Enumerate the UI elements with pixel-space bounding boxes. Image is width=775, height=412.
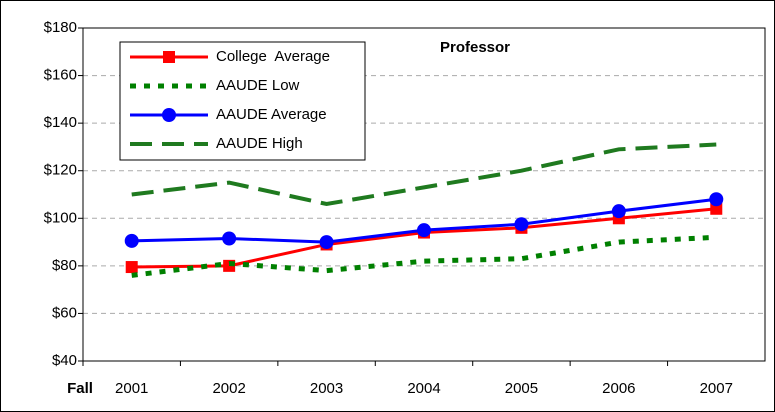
chart-title: Professor: [440, 39, 510, 56]
x-tick-label: 2001: [115, 380, 148, 397]
series-line: [131, 234, 717, 278]
y-tick-label: $160: [44, 67, 77, 84]
x-tick-label: 2006: [602, 380, 635, 397]
marker: [125, 261, 138, 274]
legend-marker: [162, 108, 176, 122]
legend-label: AAUDE Low: [216, 77, 300, 94]
legend-marker: [163, 51, 175, 63]
legend-label: AAUDE High: [216, 135, 303, 152]
marker: [709, 192, 724, 207]
x-tick-label: 2007: [700, 380, 733, 397]
x-tick-label: 2002: [212, 380, 245, 397]
marker: [710, 202, 723, 215]
marker: [222, 231, 237, 246]
legend-label: AAUDE Average: [216, 106, 327, 123]
y-tick-label: $140: [44, 114, 77, 131]
legend-label: College Average: [216, 48, 330, 65]
marker: [417, 223, 431, 238]
series-line: [131, 142, 717, 207]
marker: [124, 233, 139, 248]
x-tick-label: 2003: [310, 380, 343, 397]
x-axis-label: Fall: [67, 380, 93, 397]
marker: [514, 217, 529, 232]
x-tick-label: 2005: [505, 380, 538, 397]
y-tick-label: $40: [52, 352, 77, 369]
legend-box: [119, 41, 366, 161]
x-tick-label: 2004: [407, 380, 440, 397]
marker: [319, 235, 334, 250]
y-tick-label: $80: [52, 257, 77, 274]
plot-area: [82, 27, 766, 362]
y-tick-label: $60: [52, 304, 77, 321]
y-tick-label: $120: [44, 162, 77, 179]
y-tick-label: $100: [44, 209, 77, 226]
y-tick-label: $180: [44, 19, 77, 36]
marker: [611, 204, 626, 219]
